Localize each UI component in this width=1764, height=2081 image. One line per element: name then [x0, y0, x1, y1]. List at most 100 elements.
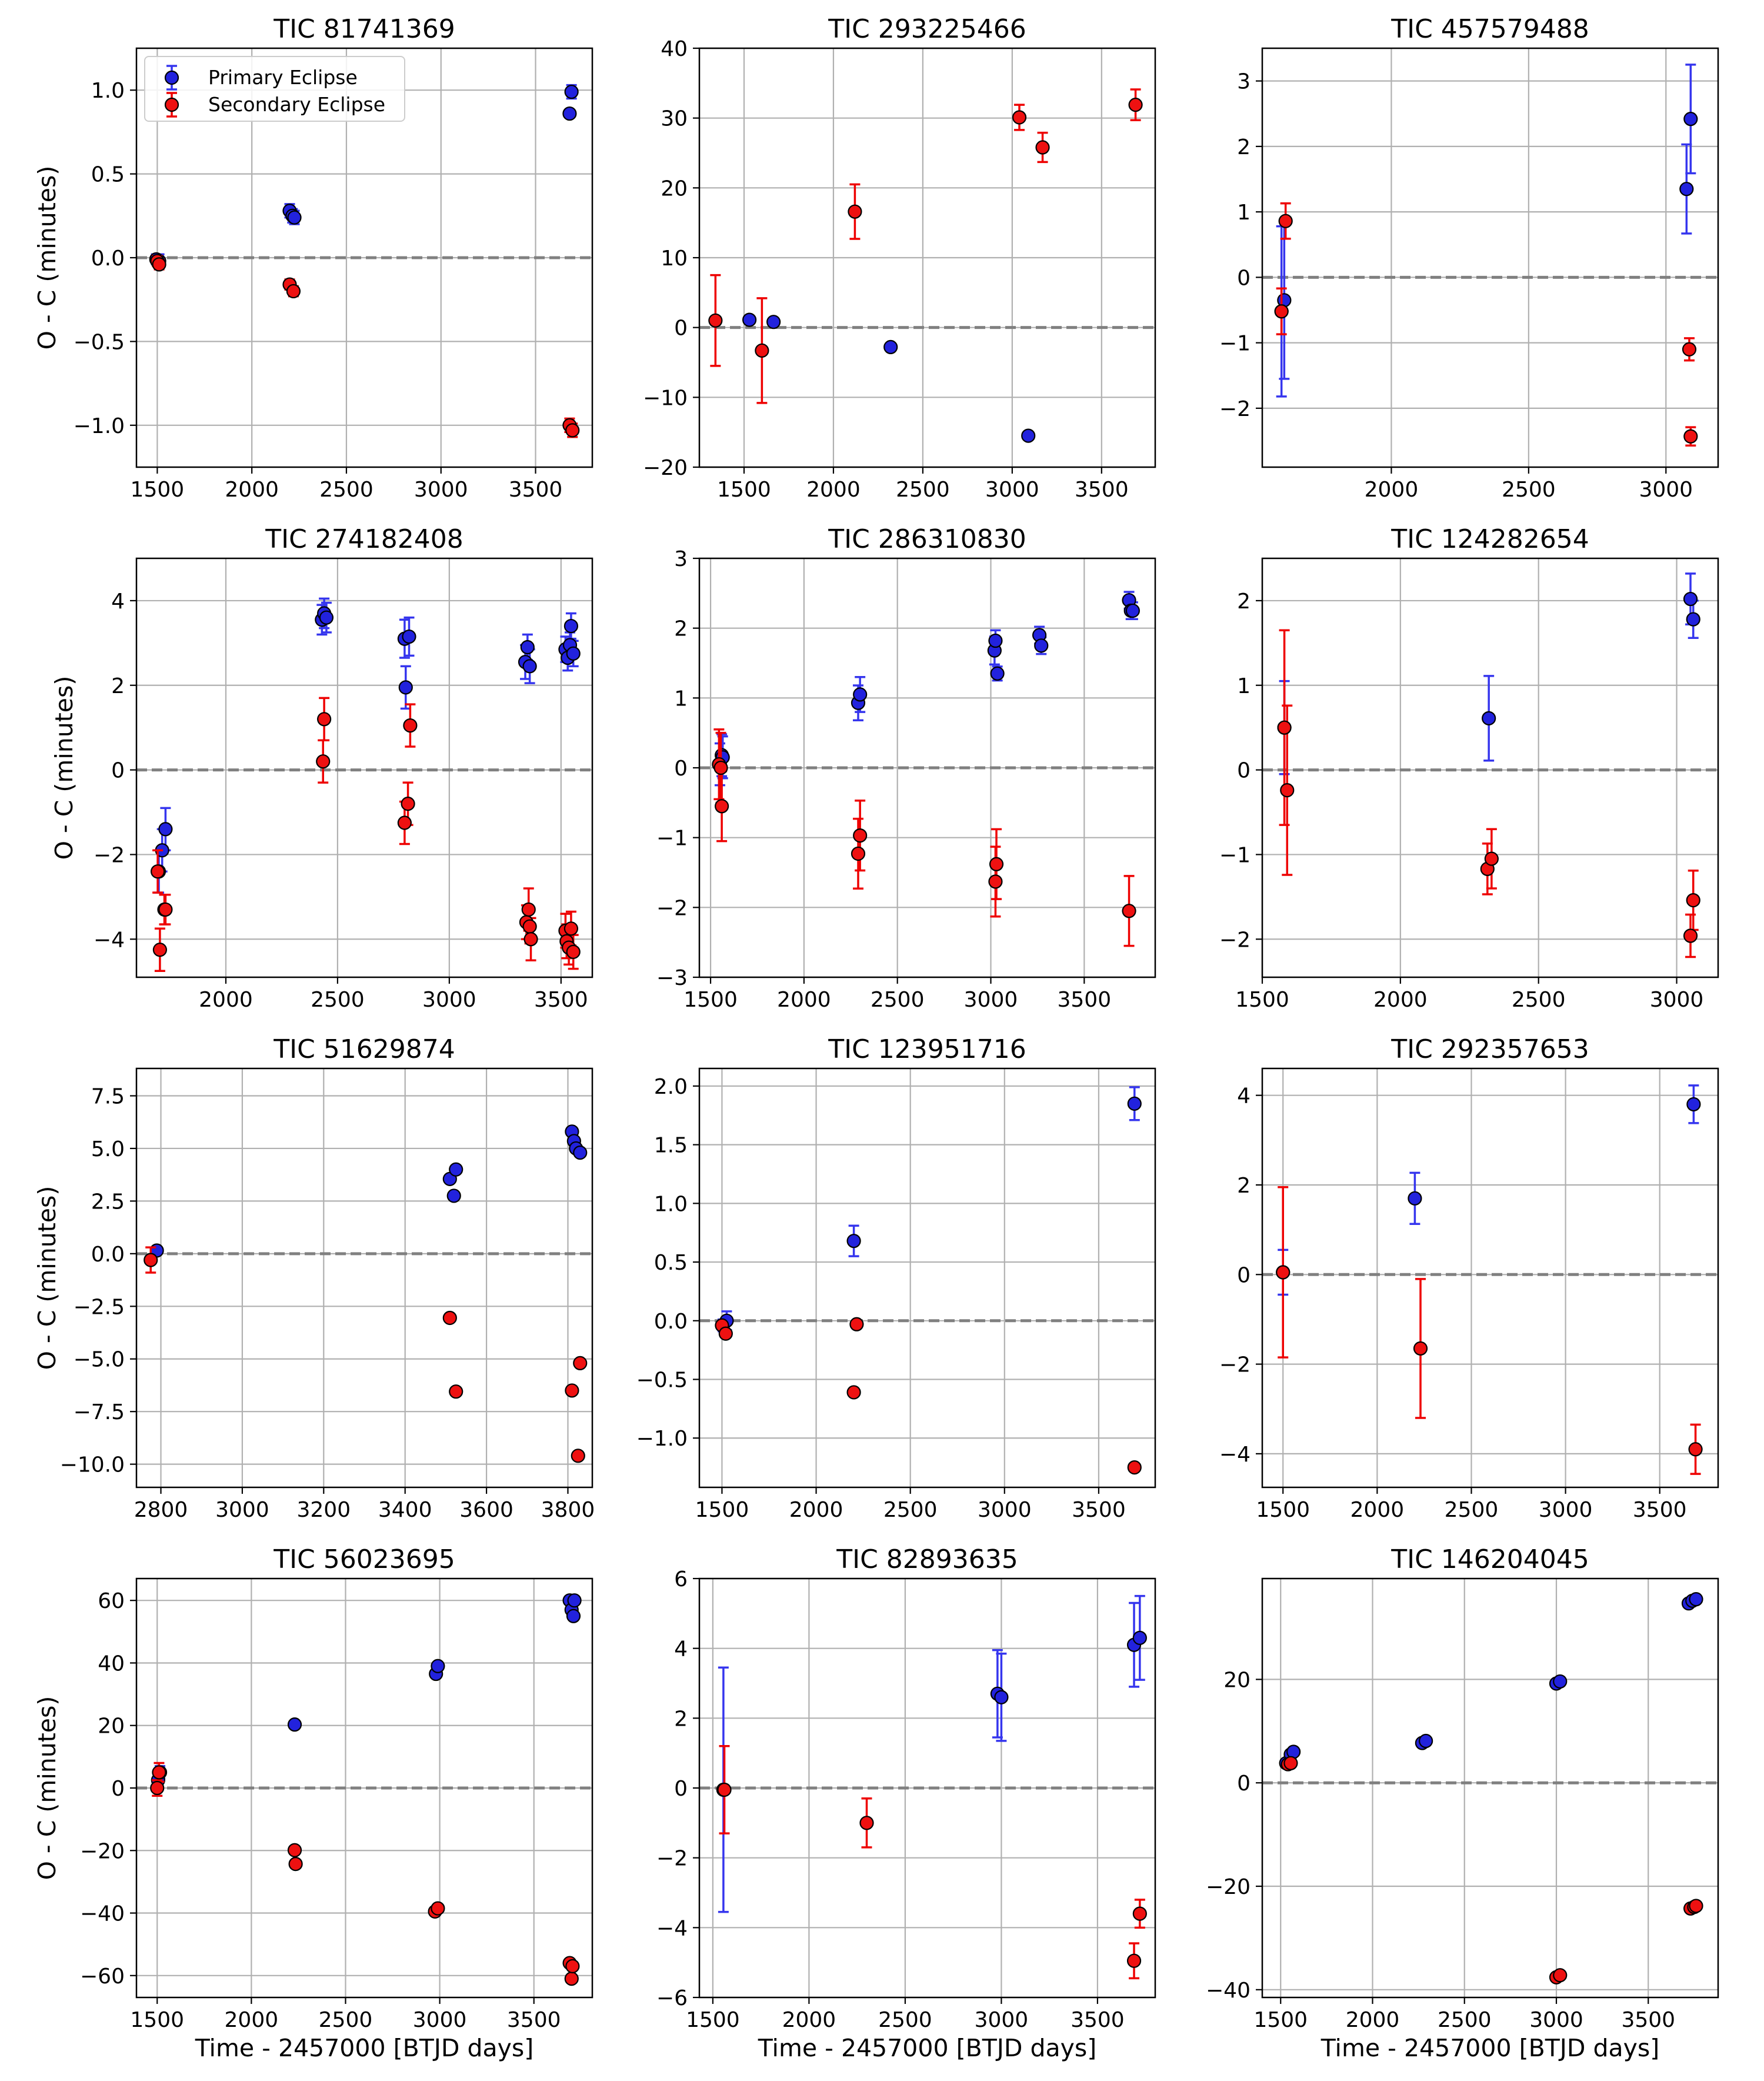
x-tick-label: 1500: [131, 478, 185, 502]
secondary-eclipse-point: [317, 712, 332, 727]
y-tick-label: 5.0: [91, 1137, 125, 1161]
primary-eclipse-point: [853, 687, 868, 702]
secondary-eclipse-point: [1035, 140, 1050, 155]
y-tick-label: 2: [111, 674, 125, 698]
x-tick-label: 1500: [695, 1498, 749, 1522]
data-layer: [144, 1124, 588, 1463]
axes-frame: [1261, 557, 1719, 978]
x-tick-label: 3500: [534, 988, 588, 1012]
x-axis-label: Time - 2457000 [BTJD days]: [195, 2034, 533, 2062]
y-tick-label: −1: [1219, 332, 1251, 356]
secondary-eclipse-point: [1277, 720, 1292, 735]
secondary-eclipse-point: [1280, 783, 1295, 798]
subplot-title: TIC 293225466: [828, 14, 1026, 44]
primary-eclipse-point: [566, 1609, 581, 1623]
secondary-eclipse-point: [1413, 1341, 1428, 1356]
data-layer: [1277, 572, 1700, 958]
subplot-9: 1500 2000 2500 3000 3500 −4 −2 0 2 4 TIC 292357653: [1219, 1034, 1719, 1522]
primary-eclipse-point: [1683, 112, 1698, 126]
primary-eclipse-point: [562, 106, 577, 121]
primary-eclipse-point: [398, 680, 413, 695]
secondary-eclipse-point: [401, 797, 415, 811]
primary-eclipse-point: [319, 610, 334, 625]
primary-eclipse-point: [402, 629, 416, 644]
x-tick-label: 2000: [777, 988, 831, 1012]
x-tick-label: 2000: [225, 478, 279, 502]
subplot-title: TIC 286310830: [828, 524, 1026, 554]
secondary-eclipse-point: [288, 1857, 303, 1872]
primary-eclipse-point: [566, 646, 581, 661]
x-tick-label: 3000: [1650, 988, 1704, 1012]
x-tick-label: 3500: [1072, 1498, 1126, 1522]
primary-eclipse-point: [994, 1690, 1009, 1704]
x-tick-label: 3500: [1057, 988, 1111, 1012]
y-tick-label: 4: [674, 1637, 688, 1662]
secondary-eclipse-point: [564, 1972, 579, 1986]
subplot-7: 2800 3000 3200 3400 3600 3800 −10.0 −7.5 −5.0 −2.…: [33, 1034, 595, 1522]
primary-eclipse-point: [563, 618, 579, 634]
subplot-title: TIC 457579488: [1390, 14, 1589, 44]
primary-eclipse-point: [766, 315, 781, 329]
x-tick-label: 2500: [319, 478, 374, 502]
subplot-8: 1500 2000 2500 3000 3500 −1.0 −0.5 0.0 0.5 1.0 1.5…: [636, 1034, 1156, 1522]
subplot-title: TIC 146204045: [1390, 1544, 1589, 1574]
secondary-eclipse-point: [1012, 110, 1027, 125]
subplot-5: 1500 2000 2500 3000 3500 −3 −2 −1 0 1 2 3 TIC 286310…: [656, 524, 1156, 1012]
secondary-eclipse-point: [1276, 1265, 1291, 1280]
x-tick-label: 2800: [134, 1498, 188, 1522]
y-tick-label: 1.5: [654, 1134, 688, 1158]
y-tick-label: −40: [80, 1902, 125, 1926]
x-tick-label: 2500: [883, 1498, 938, 1522]
secondary-eclipse-point: [1274, 304, 1289, 319]
secondary-eclipse-point: [1128, 98, 1143, 112]
y-tick-label: 2: [674, 1707, 688, 1731]
secondary-eclipse-point: [851, 846, 866, 861]
secondary-eclipse-point: [150, 864, 165, 879]
secondary-eclipse-point: [1132, 1906, 1147, 1921]
primary-eclipse-point: [522, 659, 537, 674]
x-tick-label: 2000: [1350, 1498, 1405, 1522]
secondary-eclipse-point: [431, 1901, 445, 1916]
x-tick-label: 3600: [459, 1498, 513, 1522]
secondary-eclipse-point: [713, 760, 728, 775]
subplot-title: TIC 81741369: [273, 14, 455, 44]
legend-marker: [164, 70, 179, 85]
secondary-eclipse-point: [859, 1816, 874, 1830]
secondary-eclipse-point: [853, 828, 868, 843]
axes-frame: [135, 557, 593, 978]
y-tick-label: −4: [656, 1916, 688, 1940]
x-tick-label: 2000: [225, 2008, 279, 2032]
axes-frame: [698, 1067, 1156, 1489]
axes-frame: [1261, 1577, 1719, 1999]
x-tick-label: 2000: [1346, 2008, 1400, 2032]
primary-eclipse-point: [883, 339, 898, 354]
axes-frame: [1261, 47, 1719, 468]
y-tick-label: −4: [1219, 1443, 1251, 1467]
secondary-eclipse-point: [1278, 214, 1293, 228]
data-layer: [708, 88, 1143, 443]
y-tick-label: 0.5: [654, 1251, 688, 1275]
y-tick-label: −60: [80, 1965, 125, 1989]
y-tick-label: 0: [111, 1777, 125, 1801]
y-tick-label: −7.5: [74, 1400, 125, 1424]
x-tick-label: 2500: [871, 988, 925, 1012]
secondary-eclipse-point: [158, 902, 173, 917]
primary-eclipse-point: [567, 1593, 582, 1608]
x-tick-label: 2500: [1502, 478, 1556, 502]
axes-frame: [1261, 1067, 1719, 1489]
secondary-eclipse-point: [1484, 851, 1499, 866]
secondary-eclipse-point: [152, 943, 167, 957]
y-tick-label: 2: [1237, 590, 1251, 614]
legend-box: [144, 56, 405, 122]
y-tick-label: 1.0: [654, 1192, 688, 1216]
secondary-eclipse-point: [144, 1253, 158, 1267]
subplot-title: TIC 124282654: [1390, 524, 1589, 554]
y-tick-label: 3: [1237, 70, 1251, 94]
subplot-title: TIC 51629874: [273, 1034, 455, 1064]
y-tick-label: −2: [1219, 397, 1251, 421]
data-layer: [712, 591, 1140, 947]
y-tick-label: 7.5: [91, 1085, 125, 1109]
x-tick-label: 1500: [130, 2008, 184, 2032]
secondary-eclipse-point: [1126, 1953, 1142, 1968]
